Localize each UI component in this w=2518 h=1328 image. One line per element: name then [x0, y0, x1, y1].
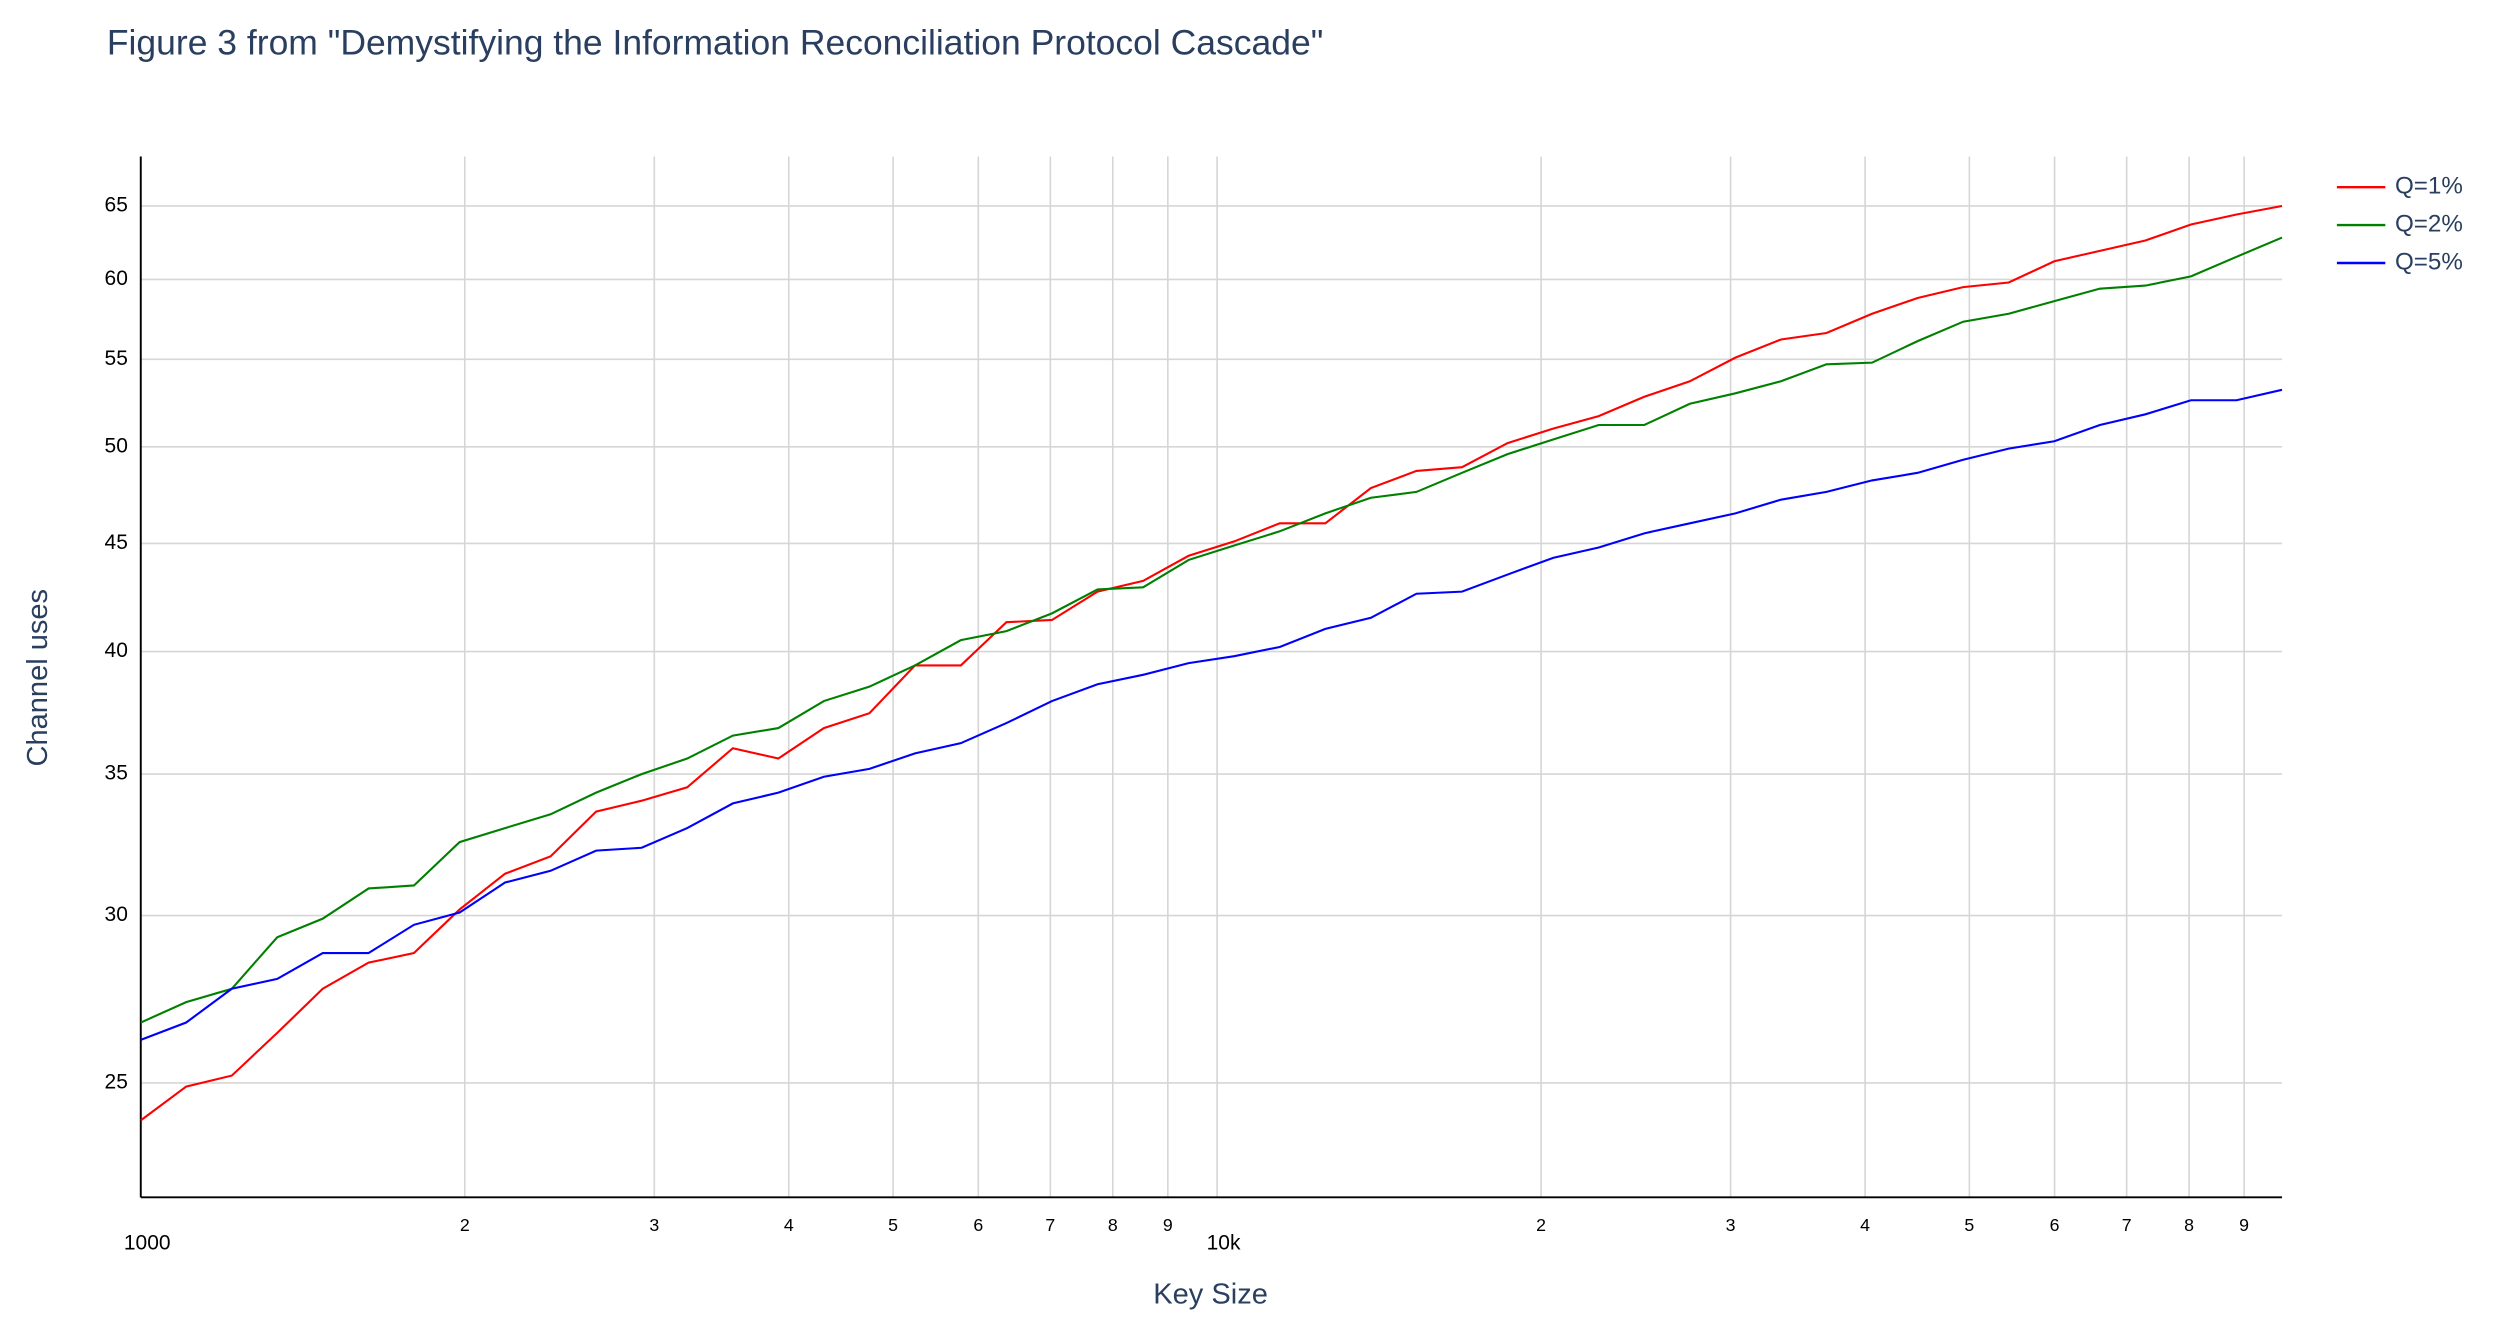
y-tick-label: 30 [105, 903, 128, 926]
x-tick-label: 4 [1860, 1215, 1870, 1235]
y-tick-label: 40 [105, 639, 128, 662]
y-tick-label: 65 [105, 194, 128, 217]
x-tick-label: 3 [1726, 1215, 1736, 1235]
x-tick-label: 10k [1207, 1232, 1241, 1255]
y-tick-label: 60 [105, 267, 128, 290]
series-line [140, 236, 2283, 1024]
x-tick-label: 6 [973, 1215, 983, 1235]
y-tick-label: 35 [105, 762, 128, 785]
y-tick-label: 55 [105, 347, 128, 370]
x-tick-label: 9 [1163, 1215, 1173, 1235]
y-tick-label: 50 [105, 434, 128, 457]
x-tick-label: 2 [1536, 1215, 1546, 1235]
x-tick-label: 7 [2122, 1215, 2132, 1235]
x-tick-label: 2 [460, 1215, 470, 1235]
y-tick-label: 45 [105, 531, 128, 554]
x-tick-label: 1000 [124, 1232, 171, 1255]
series-line [140, 204, 2283, 1122]
x-tick-label: 7 [1045, 1215, 1055, 1235]
y-tick-label: 25 [105, 1070, 128, 1093]
x-tick-label: 5 [1964, 1215, 1974, 1235]
grid [139, 156, 2283, 1198]
legend-label: Q=1% [2395, 173, 2463, 200]
y-axis-title: Channel uses [22, 589, 54, 767]
x-tick-label: 3 [649, 1215, 659, 1235]
x-axis-title: Key Size [1153, 1278, 1268, 1310]
series-line [140, 388, 2283, 1041]
legend-label: Q=2% [2395, 210, 2463, 237]
legend-label: Q=5% [2395, 248, 2463, 275]
x-tick-label: 8 [1108, 1215, 1118, 1235]
x-tick-label: 4 [784, 1215, 794, 1235]
chart-title: Figure 3 from "Demystifying the Informat… [107, 23, 1323, 63]
x-tick-label: 5 [888, 1215, 898, 1235]
x-tick-label: 9 [2239, 1215, 2249, 1235]
x-tick-label: 6 [2050, 1215, 2060, 1235]
x-tick-label: 8 [2184, 1215, 2194, 1235]
